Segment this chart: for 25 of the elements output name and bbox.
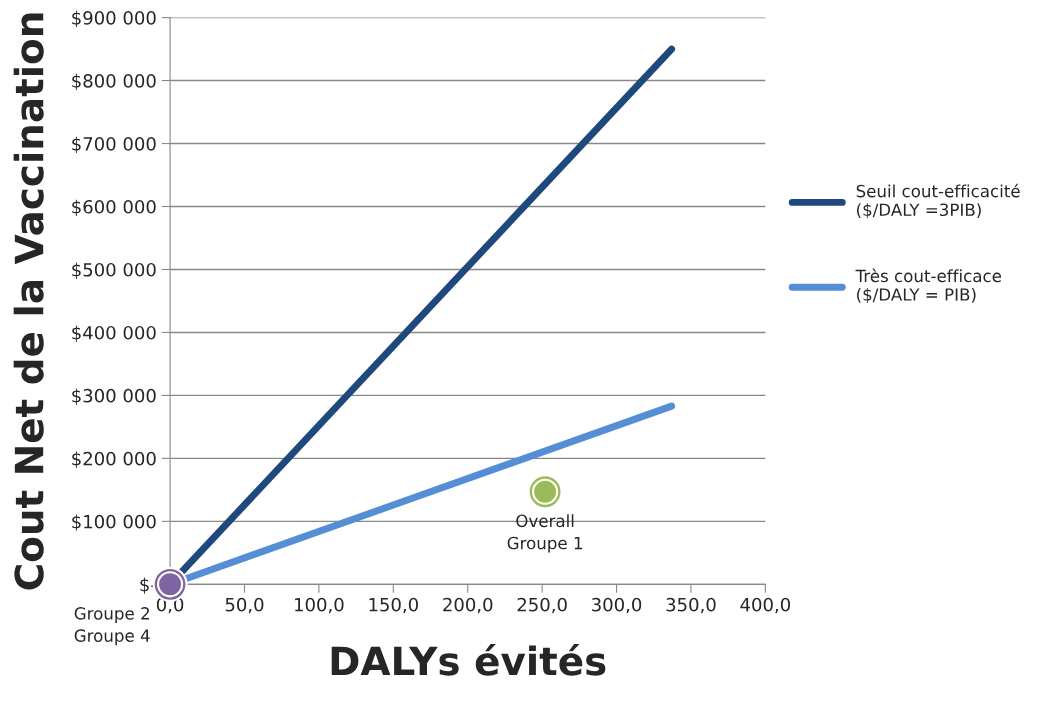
y-tick-label: $600 000 [72,199,156,217]
x-tick-label: 400,0 [740,597,791,614]
x-axis-title: DALYs évités [331,643,606,676]
x-tick-label: 150,0 [369,597,418,614]
legend-label: Très cout-efficace ($/DALY = PIB) [855,268,1002,304]
x-tick-label: 200,0 [443,597,493,614]
series-label: Groupe 2 [74,607,149,623]
x-tick-label: 250,0 [517,597,567,614]
y-tick-label: $100 000 [72,514,156,531]
series-label: Overall [516,514,574,528]
y-tick-label: $700 000 [72,136,156,154]
x-tick-label: 350,0 [666,597,716,614]
y-tick-label: $200 000 [72,451,156,468]
x-tick-label: 300,0 [592,597,642,614]
x-tick-label: 100,0 [295,597,344,614]
text: Groupe 4 [74,629,150,646]
y-tick-label: $300 000 [72,388,156,405]
x-tick-label: 50,0 [225,597,264,614]
y-tick-label: $900 000 [72,10,156,28]
text: Groupe 1 [507,536,583,553]
y-tick-label: $400 000 [72,325,156,342]
legend-label: Seuil cout-efficacité ($/DALY =3PIB) [856,183,1020,219]
y-tick-label: $500 000 [72,262,156,279]
y-axis-title: Cout Net de la Vaccination [13,13,44,590]
y-tick-label: $800 000 [72,73,156,91]
